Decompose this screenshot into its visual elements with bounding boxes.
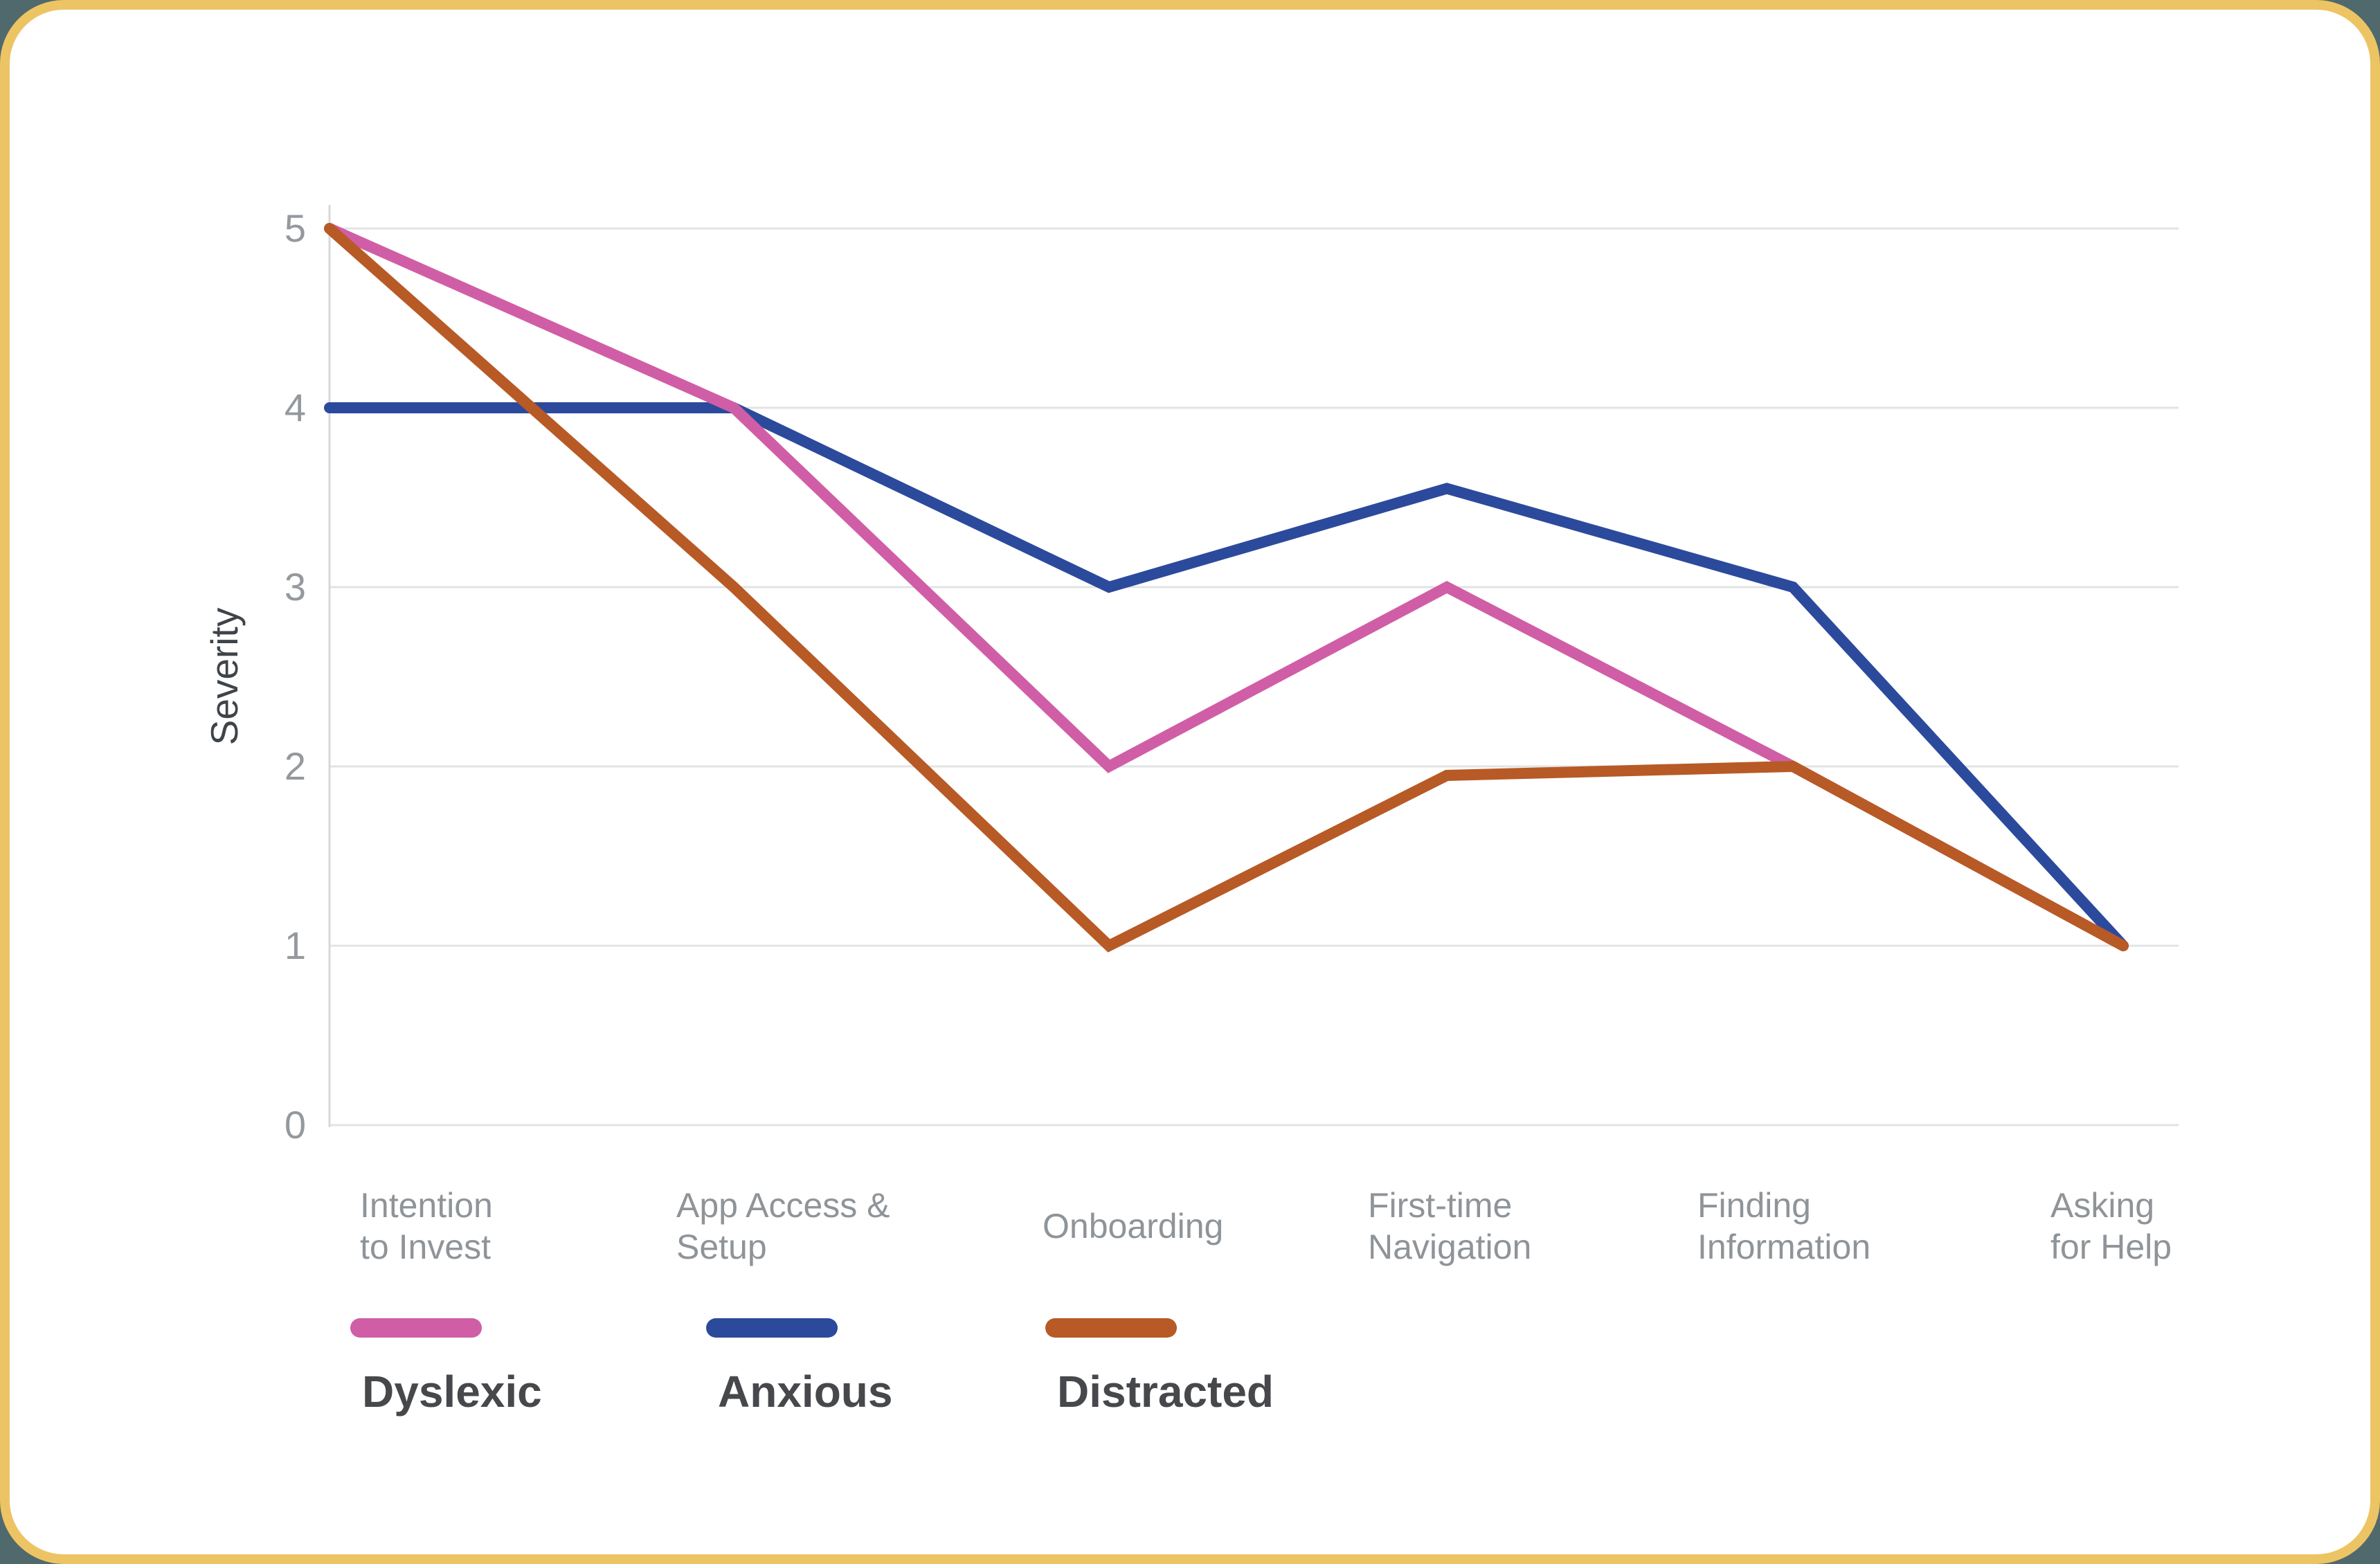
x-axis-category-label: First-time Navigation	[1368, 1186, 1532, 1266]
legend-item-anxious: Anxious	[706, 1318, 892, 1417]
x-axis-category-label: Onboarding	[1043, 1207, 1224, 1246]
y-tick-label: 0	[284, 1103, 306, 1147]
y-tick-label: 1	[284, 924, 306, 967]
legend-item-dyslexic: Dyslexic	[350, 1318, 542, 1417]
y-tick-label: 3	[284, 565, 306, 609]
y-tick-label: 5	[284, 206, 306, 250]
legend-label-dyslexic: Dyslexic	[362, 1367, 542, 1417]
y-tick-label: 4	[284, 386, 306, 429]
x-axis-category-label: App Access & Setup	[676, 1186, 890, 1266]
legend-swatch-distracted	[1045, 1318, 1177, 1338]
x-axis-category-label: Asking for Help	[2050, 1186, 2172, 1266]
y-axis-title: Severity	[203, 607, 246, 746]
legend-label-anxious: Anxious	[718, 1367, 893, 1417]
y-tick-label: 2	[284, 744, 306, 788]
legend-swatch-dyslexic	[350, 1318, 482, 1338]
legend-label-distracted: Distracted	[1057, 1367, 1274, 1417]
x-axis-category-label: Intention to Invest	[360, 1186, 493, 1266]
legend-item-distracted: Distracted	[1045, 1318, 1274, 1417]
legend-swatch-anxious	[706, 1318, 838, 1338]
x-axis-category-label: Finding Information	[1697, 1186, 1871, 1266]
